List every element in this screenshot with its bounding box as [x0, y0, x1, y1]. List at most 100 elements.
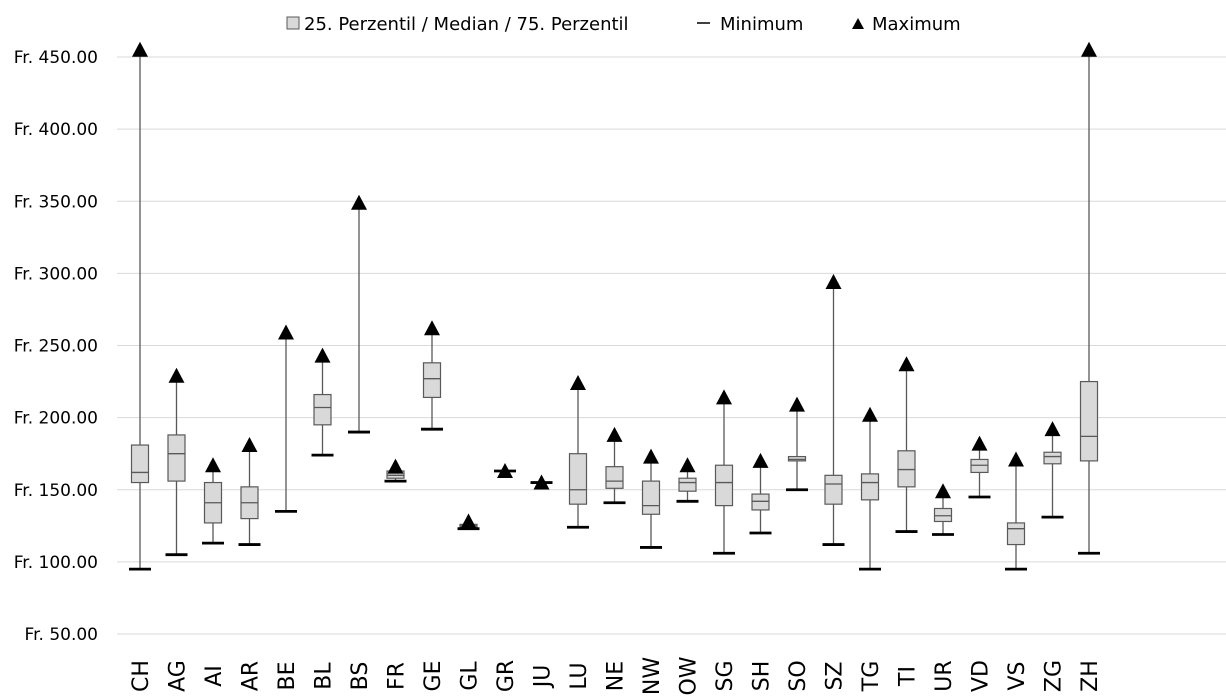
grid-lines [117, 56, 1226, 635]
maximum-marker [424, 320, 440, 336]
x-tick-label-ne: NE [604, 661, 629, 691]
box-vs [1005, 451, 1027, 571]
iqr-box [422, 362, 442, 399]
y-axis-labels: Fr. 50.00 Fr. 100.00 Fr. 150.00 Fr. 200.00 F… [14, 48, 98, 645]
maximum-marker [1081, 41, 1097, 57]
y-tick-label: Fr. 350.00 [14, 192, 98, 212]
box-be [275, 324, 297, 513]
x-axis-labels: CH AG AI AR BE BL BS FR GE GL GR JU LU NE NW OW SG SH SO SZ… [129, 656, 1103, 695]
iqr-box [313, 393, 332, 426]
iqr-box [130, 444, 150, 484]
maximum-marker [789, 396, 805, 412]
legend-max-swatch [852, 18, 864, 29]
iqr-box [167, 434, 186, 482]
maximum-marker [935, 483, 951, 499]
y-tick-label: Fr. 300.00 [14, 264, 98, 284]
box-bs [348, 194, 370, 434]
y-tick-label: Fr. 100.00 [14, 553, 98, 573]
iqr-box [751, 493, 770, 511]
maximum-marker [606, 426, 623, 442]
maximum-marker [205, 457, 221, 473]
x-tick-label-ow: OW [677, 656, 702, 695]
maximum-marker [533, 474, 550, 490]
maximum-marker [679, 457, 696, 473]
maximum-marker [862, 406, 878, 422]
maximum-marker [278, 324, 294, 340]
x-tick-label-vd: VD [969, 660, 994, 692]
x-tick-label-zg: ZG [1042, 660, 1067, 692]
x-tick-label-be: BE [275, 662, 300, 691]
box-ge [421, 320, 443, 431]
box-sz [822, 274, 845, 546]
maximum-marker [898, 356, 915, 372]
y-tick-label: Fr. 450.00 [14, 48, 98, 68]
box-lu [567, 375, 589, 529]
iqr-box [641, 480, 661, 515]
box-ow [676, 457, 699, 503]
box-ju [530, 474, 553, 490]
iqr-box [824, 474, 843, 505]
maximum-marker [752, 452, 769, 468]
box-ur [932, 483, 954, 536]
iqr-box [1006, 522, 1026, 546]
maximum-marker [314, 347, 331, 363]
maximum-marker [643, 448, 659, 464]
x-tick-label-gl: GL [458, 661, 483, 691]
box-ti [895, 356, 918, 533]
x-tick-label-ar: AR [239, 661, 264, 691]
iqr-box [787, 455, 807, 462]
iqr-box [933, 507, 953, 523]
x-tick-label-sg: SG [713, 660, 738, 691]
iqr-box [568, 453, 588, 505]
x-tick-label-ti: TI [896, 666, 921, 687]
x-tick-label-so: SO [786, 660, 811, 691]
x-tick-label-bs: BS [348, 662, 373, 691]
x-tick-label-zh: ZH [1078, 660, 1103, 692]
box-ne [603, 426, 626, 505]
box-ar [238, 437, 261, 546]
maximum-marker [132, 41, 148, 57]
box-gr [494, 462, 516, 478]
x-tick-label-sh: SH [750, 661, 775, 692]
maximum-marker [241, 437, 258, 453]
plot-area [129, 41, 1100, 571]
y-tick-label: Fr. 200.00 [14, 409, 98, 429]
x-tick-label-ge: GE [421, 661, 446, 692]
chart-legend: 25. Perzentil / Median / 75. Perzentil M… [286, 14, 961, 35]
maximum-marker [570, 375, 586, 391]
x-tick-label-lu: LU [567, 662, 592, 689]
x-tick-label-vs: VS [1005, 661, 1030, 690]
box-tg [859, 406, 881, 571]
y-tick-label: Fr. 150.00 [14, 481, 98, 501]
box-nw [640, 448, 662, 549]
box-so [786, 396, 808, 492]
legend-box-swatch [286, 16, 300, 30]
legend-box-label: 25. Perzentil / Median / 75. Perzentil [304, 14, 629, 35]
iqr-box [714, 464, 734, 507]
x-tick-label-ch: CH [129, 660, 154, 692]
box-fr [384, 458, 407, 483]
maximum-marker [497, 462, 513, 478]
x-tick-label-gr: GR [494, 660, 519, 692]
iqr-box [897, 450, 916, 488]
x-tick-label-ag: AG [166, 660, 191, 692]
iqr-box [970, 458, 989, 474]
box-bl [311, 347, 334, 457]
y-tick-label: Fr. 400.00 [14, 120, 98, 140]
x-tick-label-sz: SZ [823, 661, 848, 690]
legend-max-label: Maximum [872, 14, 961, 35]
maximum-marker [971, 435, 988, 451]
maximum-marker [716, 389, 732, 405]
x-tick-label-fr: FR [385, 662, 410, 690]
maximum-marker [825, 274, 842, 290]
maximum-marker [460, 513, 477, 529]
iqr-box [678, 477, 697, 492]
iqr-box [860, 473, 880, 501]
box-sg [713, 389, 735, 555]
box-vd [968, 435, 991, 499]
box-zh [1078, 41, 1100, 555]
box-ai [202, 457, 224, 545]
iqr-box [605, 466, 624, 489]
x-tick-label-ai: AI [202, 665, 227, 687]
